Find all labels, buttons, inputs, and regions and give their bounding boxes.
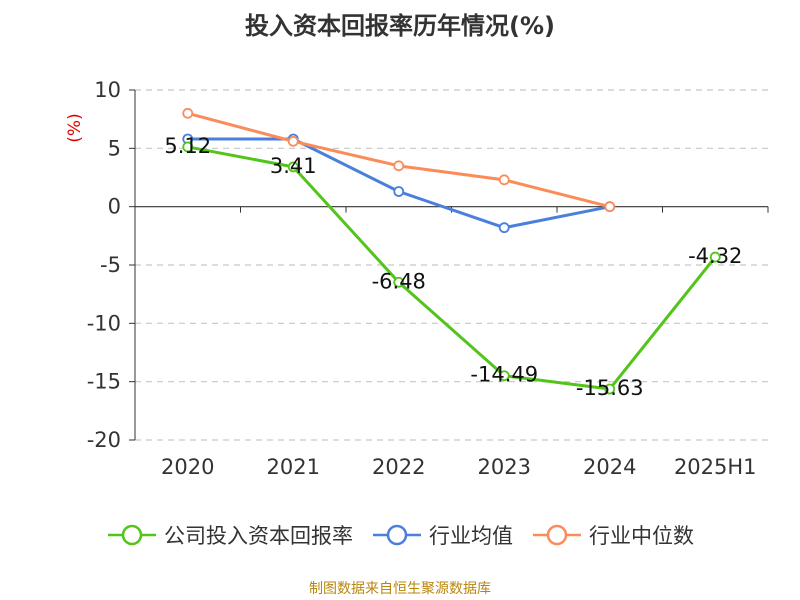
legend-label: 行业中位数: [589, 524, 694, 548]
x-tick-label: 2025H1: [674, 455, 757, 479]
y-tick-label: 5: [108, 136, 121, 160]
legend-marker-icon: [373, 524, 421, 546]
data-point: [182, 107, 194, 119]
chart-title: 投入资本回报率历年情况(%): [245, 12, 555, 40]
data-point: [287, 135, 299, 147]
legend-item-industry-median[interactable]: 行业中位数: [531, 520, 694, 550]
data-point: [498, 370, 510, 382]
legend-label: 公司投入资本回报率: [164, 524, 353, 548]
x-tick-label: 2023: [478, 455, 531, 479]
legend-item-industry-mean[interactable]: 行业均值: [371, 520, 513, 550]
y-tick-label: 0: [108, 195, 121, 219]
legend-marker-icon: [533, 524, 581, 546]
data-label: 5.12: [164, 134, 211, 158]
y-axis-title: (%): [65, 113, 85, 142]
legend-item-company[interactable]: 公司投入资本回报率: [106, 520, 353, 550]
data-point: [709, 251, 721, 263]
data-point: [182, 141, 194, 153]
x-tick-label: 2022: [372, 455, 425, 479]
legend: 公司投入资本回报率 行业均值 行业中位数: [0, 520, 800, 550]
source-note: 制图数据来自恒生聚源数据库: [309, 581, 491, 597]
data-label: -6.48: [372, 269, 426, 293]
legend-label: 行业均值: [429, 524, 513, 548]
data-label: -15.63: [576, 376, 644, 400]
grid-layer: [135, 89, 768, 441]
data-label: -4.32: [688, 244, 742, 268]
data-label: -14.49: [470, 363, 538, 387]
data-point: [393, 160, 405, 172]
data-point: [393, 186, 405, 197]
y-tick-label: -10: [87, 311, 121, 335]
y-tick-label: -20: [87, 428, 121, 452]
x-tick-label: 2024: [583, 455, 636, 479]
series-layer: [182, 107, 721, 395]
data-point: [393, 276, 405, 288]
series-line: [187, 145, 717, 391]
y-tick-label: -5: [100, 253, 121, 277]
data-point: [604, 383, 616, 395]
data-label: 3.41: [270, 154, 317, 178]
x-tick-label: 2020: [161, 455, 214, 479]
axis-layer: 10 5 0 -5 -10 -15 -20 (%) 2020 2021 2022 2023 2024 20…: [65, 78, 769, 479]
series-line: [187, 137, 611, 230]
data-point: [498, 174, 510, 186]
legend-marker-icon: [108, 524, 156, 546]
label-layer: 5.12 3.41 -6.48 -14.49 -15.63 -4.32: [164, 134, 742, 400]
y-tick-label: -15: [87, 370, 121, 394]
data-point: [498, 222, 510, 234]
data-point: [604, 201, 616, 213]
x-tick-label: 2021: [267, 455, 320, 479]
data-point: [287, 161, 299, 173]
y-tick-label: 10: [94, 78, 121, 102]
